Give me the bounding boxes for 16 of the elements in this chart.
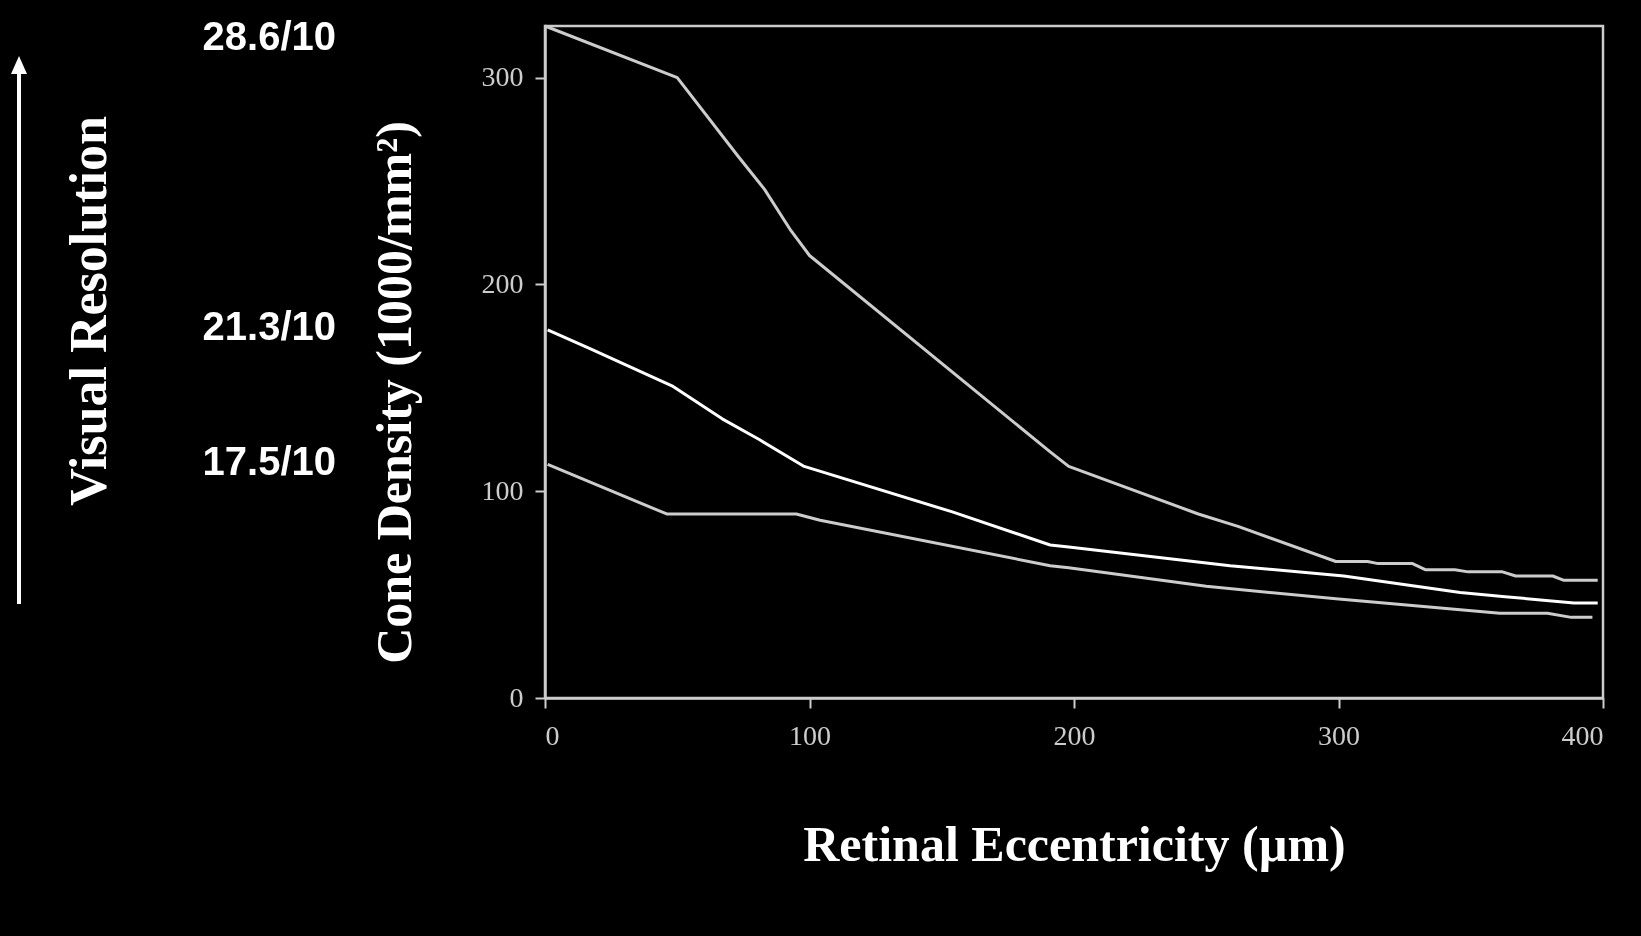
x-axis-title: Retinal Eccentricity (µm) (803, 815, 1346, 872)
y-tick-label: 100 (481, 474, 524, 506)
y-tick-label: 300 (481, 61, 524, 93)
x-tick-label: 300 (1318, 719, 1360, 751)
x-tick-label: 400 (1561, 719, 1604, 751)
text: 28.6/10 (202, 14, 336, 58)
x-tick-label: 0 (545, 719, 560, 751)
text: Visual Resolution (60, 116, 117, 506)
y-axis-title: Cone Density (1000/mm²) (365, 121, 422, 664)
x-tick-label: 200 (1053, 719, 1096, 751)
x-tick-label: 100 (789, 719, 831, 751)
y-tick-label: 0 (509, 681, 524, 713)
text: 21.3/10 (202, 304, 336, 348)
line-series (546, 328, 1600, 605)
text: 17.5/10 (202, 439, 336, 483)
y-tick-label: 200 (481, 267, 524, 299)
